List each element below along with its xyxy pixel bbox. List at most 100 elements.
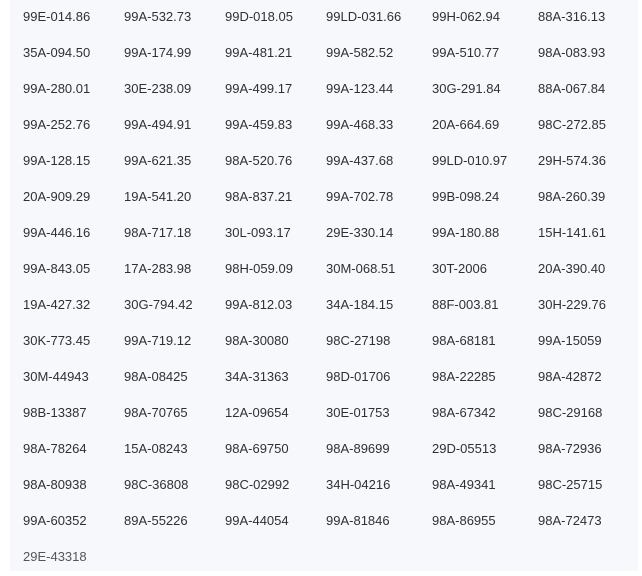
plate-item[interactable]: 98A-67342 <box>432 405 496 420</box>
plate-item[interactable]: 98C-29168 <box>538 405 603 420</box>
plate-item[interactable]: 88A-067.84 <box>538 81 606 96</box>
plate-item[interactable]: 98A-72473 <box>538 513 602 528</box>
plate-row: 98A-80938 98C-36808 98C-02992 34H-04216 98A-… <box>23 468 633 504</box>
plate-item[interactable]: 98A-86955 <box>432 513 496 528</box>
plate-item[interactable]: 98A-717.18 <box>124 225 192 240</box>
plate-item[interactable]: 30G-794.42 <box>124 297 193 312</box>
plate-row: 99A-843.05 17A-283.98 98H-059.09 30M-068.51… <box>23 252 633 288</box>
plate-item[interactable]: 99A-812.03 <box>225 297 293 312</box>
plate-item[interactable]: 98A-520.76 <box>225 153 293 168</box>
plate-item[interactable]: 20A-909.29 <box>23 189 91 204</box>
plate-item[interactable]: 98C-02992 <box>225 477 290 492</box>
plate-item[interactable]: 99A-128.15 <box>23 153 91 168</box>
plate-item[interactable]: 99B-098.24 <box>432 189 500 204</box>
plate-item[interactable]: 98C-36808 <box>124 477 189 492</box>
plate-item[interactable]: 99A-702.78 <box>326 189 394 204</box>
plate-item[interactable]: 19A-427.32 <box>23 297 91 312</box>
plate-item[interactable]: 98A-08425 <box>124 369 188 384</box>
plate-item[interactable]: 30L-093.17 <box>225 225 291 240</box>
plate-item[interactable]: 20A-390.40 <box>538 261 606 276</box>
plate-item[interactable]: 88F-003.81 <box>432 297 499 312</box>
plate-item[interactable]: 34H-04216 <box>326 477 391 492</box>
plate-item[interactable]: 98A-083.93 <box>538 45 606 60</box>
plate-item[interactable]: 98A-89699 <box>326 441 390 456</box>
plate-item[interactable]: 99H-062.94 <box>432 9 500 24</box>
plate-item[interactable]: 29E-330.14 <box>326 225 394 240</box>
plate-item[interactable]: 98C-27198 <box>326 333 391 348</box>
plate-item[interactable]: 98A-69750 <box>225 441 289 456</box>
plate-item[interactable]: 98A-80938 <box>23 477 87 492</box>
plate-item[interactable]: 99A-719.12 <box>124 333 192 348</box>
plate-item[interactable]: 15H-141.61 <box>538 225 606 240</box>
plate-item[interactable]: 99A-15059 <box>538 333 602 348</box>
plate-item[interactable]: 99LD-010.97 <box>432 153 508 168</box>
plate-item[interactable]: 98C-272.85 <box>538 117 606 132</box>
plate-item[interactable]: 98B-13387 <box>23 405 87 420</box>
plate-item[interactable]: 35A-094.50 <box>23 45 91 60</box>
plate-item[interactable]: 19A-541.20 <box>124 189 192 204</box>
plate-item[interactable]: 34A-31363 <box>225 369 289 384</box>
plate-item[interactable]: 99A-280.01 <box>23 81 91 96</box>
plate-item[interactable]: 99A-582.52 <box>326 45 394 60</box>
plate-item[interactable]: 99A-437.68 <box>326 153 394 168</box>
plate-item[interactable]: 99A-459.83 <box>225 117 293 132</box>
plate-item[interactable]: 99E-014.86 <box>23 9 91 24</box>
plate-item[interactable]: 30E-238.09 <box>124 81 192 96</box>
plate-item[interactable]: 99A-532.73 <box>124 9 192 24</box>
plate-item[interactable]: 98A-30080 <box>225 333 289 348</box>
plate-item[interactable]: 99A-499.17 <box>225 81 293 96</box>
plate-item[interactable]: 99A-123.44 <box>326 81 394 96</box>
plate-item[interactable]: 88A-316.13 <box>538 9 606 24</box>
plate-item[interactable]: 99A-446.16 <box>23 225 91 240</box>
plate-item[interactable]: 99A-174.99 <box>124 45 192 60</box>
plate-item[interactable]: 98A-22285 <box>432 369 496 384</box>
plate-row: 99A-446.16 98A-717.18 30L-093.17 29E-330.14… <box>23 216 633 252</box>
plate-item[interactable]: 99A-621.35 <box>124 153 192 168</box>
plate-item[interactable]: 98A-42872 <box>538 369 602 384</box>
plate-item[interactable]: 30E-01753 <box>326 405 390 420</box>
plate-item[interactable]: 29H-574.36 <box>538 153 606 168</box>
plate-row: 98A-78264 15A-08243 98A-69750 98A-89699 29D-… <box>23 432 633 468</box>
plate-item[interactable]: 30M-44943 <box>23 369 89 384</box>
plate-item[interactable]: 34A-184.15 <box>326 297 394 312</box>
plate-row: 35A-094.50 99A-174.99 99A-481.21 99A-582.52… <box>23 36 633 72</box>
plate-item[interactable]: 30T-2006 <box>432 261 487 276</box>
plate-item[interactable]: 98A-68181 <box>432 333 496 348</box>
plate-item[interactable]: 98A-260.39 <box>538 189 606 204</box>
plate-item[interactable]: 98A-70765 <box>124 405 188 420</box>
plate-row: 99A-280.01 30E-238.09 99A-499.17 99A-123.44… <box>23 72 633 108</box>
plate-item[interactable]: 12A-09654 <box>225 405 289 420</box>
plate-item[interactable]: 29D-05513 <box>432 441 497 456</box>
plate-row: 99E-014.86 99A-532.73 99D-018.05 99LD-031.6… <box>23 0 633 36</box>
plate-row: 99A-128.15 99A-621.35 98A-520.76 99A-437.68… <box>23 144 633 180</box>
plate-item[interactable]: 15A-08243 <box>124 441 188 456</box>
plate-item[interactable]: 30H-229.76 <box>538 297 606 312</box>
plate-item[interactable]: 99A-468.33 <box>326 117 394 132</box>
plate-item[interactable]: 30M-068.51 <box>326 261 396 276</box>
plate-item[interactable]: 30K-773.45 <box>23 333 91 348</box>
plate-item[interactable]: 99A-494.91 <box>124 117 192 132</box>
plate-row: 99A-60352 89A-55226 99A-44054 99A-81846 98A-… <box>23 504 633 540</box>
plate-item[interactable]: 99A-60352 <box>23 513 87 528</box>
plate-item[interactable]: 98A-49341 <box>432 477 496 492</box>
plate-item[interactable]: 99A-510.77 <box>432 45 500 60</box>
plate-item[interactable]: 98C-25715 <box>538 477 603 492</box>
plate-item[interactable]: 99A-44054 <box>225 513 289 528</box>
plate-item[interactable]: 99A-481.21 <box>225 45 293 60</box>
plate-item[interactable]: 20A-664.69 <box>432 117 500 132</box>
plate-item[interactable]: 99A-843.05 <box>23 261 91 276</box>
plate-item[interactable]: 99D-018.05 <box>225 9 293 24</box>
plate-item[interactable]: 98A-837.21 <box>225 189 293 204</box>
plate-item[interactable]: 29E-43318 <box>23 549 87 564</box>
plate-item[interactable]: 98A-78264 <box>23 441 87 456</box>
plate-item[interactable]: 98A-72936 <box>538 441 602 456</box>
plate-item[interactable]: 30G-291.84 <box>432 81 501 96</box>
plate-item[interactable]: 99A-81846 <box>326 513 390 528</box>
plate-item[interactable]: 99A-252.76 <box>23 117 91 132</box>
plate-item[interactable]: 89A-55226 <box>124 513 188 528</box>
plate-item[interactable]: 17A-283.98 <box>124 261 192 276</box>
plate-item[interactable]: 99LD-031.66 <box>326 9 402 24</box>
plate-item[interactable]: 98D-01706 <box>326 369 391 384</box>
plate-item[interactable]: 98H-059.09 <box>225 261 293 276</box>
plate-item[interactable]: 99A-180.88 <box>432 225 500 240</box>
